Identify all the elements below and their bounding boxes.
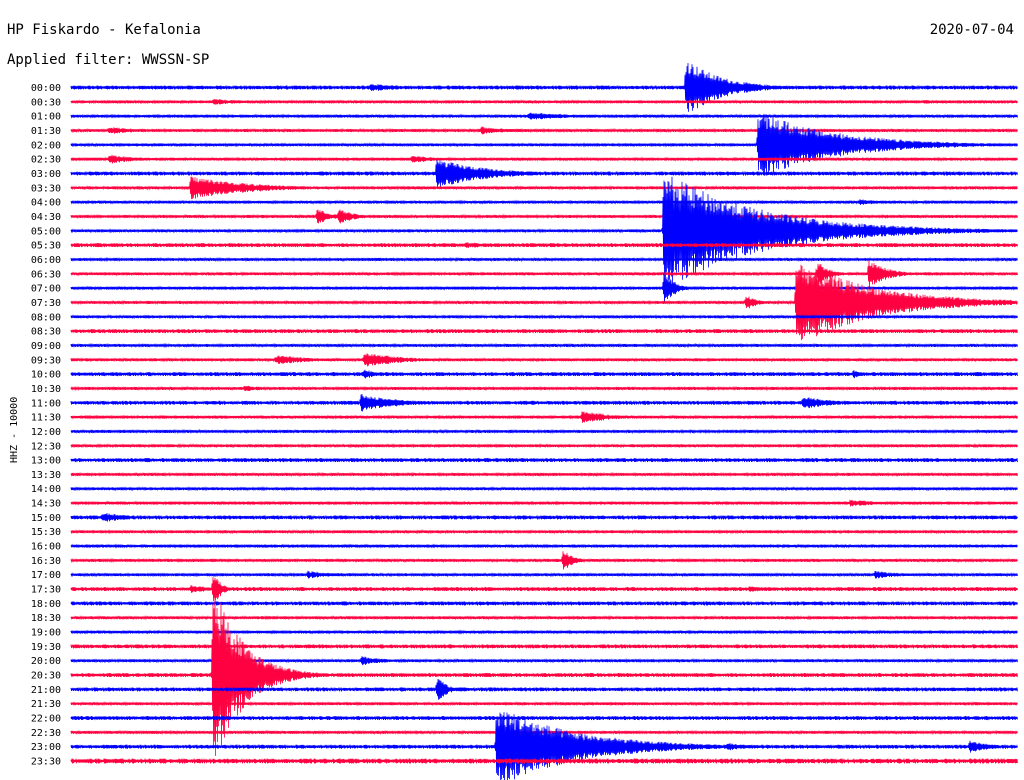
row-time-label: 12:00: [31, 427, 61, 438]
row-time-label: 03:00: [31, 169, 61, 180]
row-time-label: 14:30: [31, 499, 61, 510]
row-time-label: 08:30: [31, 327, 61, 338]
row-time-label: 02:30: [31, 155, 61, 166]
date-label: 2020-07-04: [929, 22, 1014, 38]
row-time-label: 21:30: [31, 699, 61, 710]
row-time-label: 08:00: [31, 312, 61, 323]
row-time-label: 05:00: [31, 226, 61, 237]
row-time-label: 01:00: [31, 112, 61, 123]
row-time-label: 15:00: [31, 513, 61, 524]
row-time-label: 15:30: [31, 527, 61, 538]
row-time-label: 10:30: [31, 384, 61, 395]
trace-2030: [70, 594, 1018, 756]
row-time-label: 19:30: [31, 642, 61, 653]
row-time-label: 16:00: [31, 542, 61, 553]
filter-label: Applied filter: WWSSN-SP: [7, 52, 210, 68]
row-time-label: 11:00: [31, 398, 61, 409]
row-time-label: 01:30: [31, 126, 61, 137]
station-title: HP Fiskardo - Kefalonia: [7, 22, 201, 38]
row-time-label: 23:30: [31, 757, 61, 768]
row-time-label: 00:30: [31, 97, 61, 108]
row-time-label: 07:00: [31, 284, 61, 295]
row-time-label: 16:30: [31, 556, 61, 567]
row-time-label: 17:00: [31, 570, 61, 581]
row-time-label: 18:30: [31, 613, 61, 624]
row-time-label: 05:30: [31, 241, 61, 252]
row-time-label: 11:30: [31, 413, 61, 424]
row-time-label: 19:00: [31, 628, 61, 639]
row-time-label: 00:00: [31, 83, 61, 94]
row-time-label: 06:30: [31, 269, 61, 280]
row-time-label: 22:00: [31, 714, 61, 725]
row-time-label: 14:00: [31, 484, 61, 495]
row-time-label: 13:30: [31, 470, 61, 481]
row-time-label: 18:00: [31, 599, 61, 610]
row-time-label: 07:30: [31, 298, 61, 309]
row-time-label: 20:00: [31, 656, 61, 667]
row-time-label: 09:30: [31, 355, 61, 366]
row-time-label: 21:00: [31, 685, 61, 696]
row-time-label: 10:00: [31, 370, 61, 381]
row-time-label: 06:00: [31, 255, 61, 266]
row-time-label: 04:00: [31, 198, 61, 209]
row-time-label: 02:00: [31, 140, 61, 151]
row-time-label: 22:30: [31, 728, 61, 739]
row-time-label: 13:00: [31, 456, 61, 467]
row-time-label: 09:00: [31, 341, 61, 352]
row-time-label: 12:30: [31, 441, 61, 452]
row-time-label: 03:30: [31, 183, 61, 194]
row-time-label: 20:30: [31, 671, 61, 682]
row-time-label: 04:30: [31, 212, 61, 223]
row-time-label: 17:30: [31, 585, 61, 596]
row-time-label: 23:00: [31, 742, 61, 753]
